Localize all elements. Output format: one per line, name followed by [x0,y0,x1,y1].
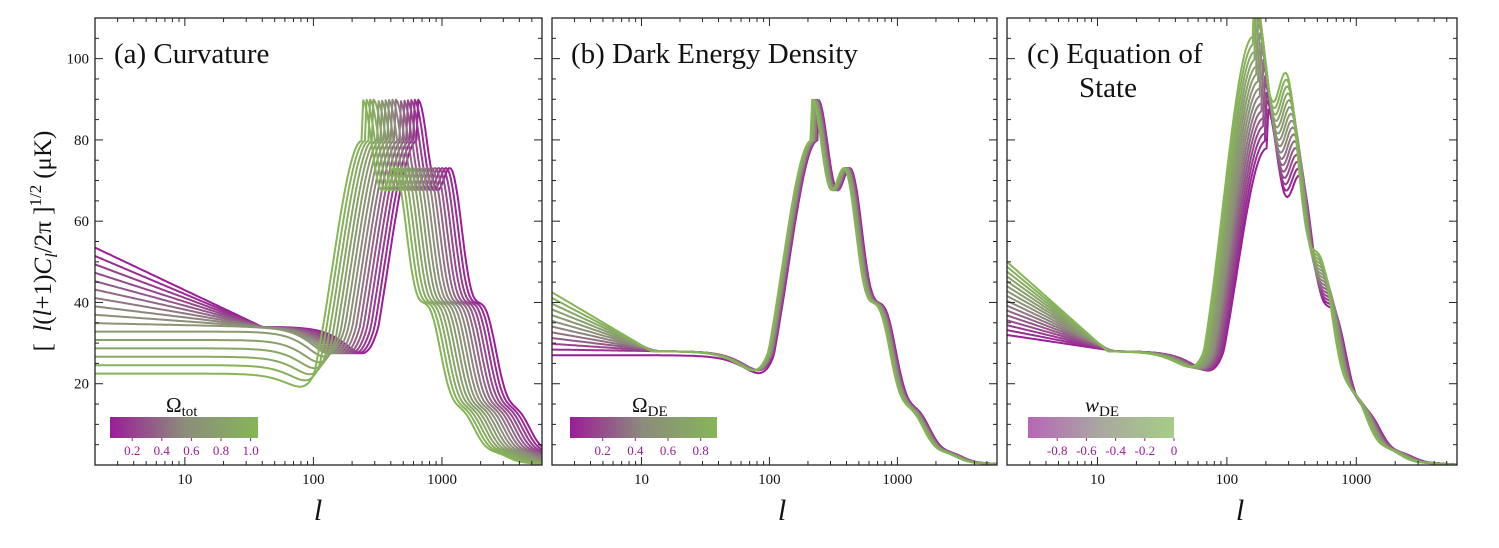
spectrum-curve [1007,18,1457,465]
colorbar-tick-label: 0.4 [627,443,644,458]
colorbar-tick-label: 0.2 [124,443,140,458]
colorbar-ticks-equation-of-state: -0.8 -0.6 -0.4 -0.2 0 [1047,438,1177,458]
x-tick-label: 1000 [427,472,457,488]
y-tick-label: 40 [74,295,89,311]
spectrum-curve [552,98,997,465]
colorbar-tick-label: 0.2 [595,443,611,458]
colorbar-tick-label: 0.8 [213,443,229,458]
colorbar-tick-label: -0.4 [1105,443,1126,458]
colorbar-label-equation-of-state: wDE [1085,393,1119,420]
colorbar-equation-of-state [1028,417,1174,438]
spectrum-curve [95,99,542,456]
curves-dark-energy-density [552,98,997,465]
y-tick-label: 20 [74,377,89,393]
spectrum-curve [95,99,542,465]
spectrum-curve [95,98,542,451]
spectrum-curve [95,98,542,465]
ticks-curvature: 20 40 60 80 100 10 100 1000 [67,18,543,488]
spectrum-curve [95,99,542,454]
panel-dark-energy-density: 10 100 1000 (b) Dark Energy Density ΩDE 0.… [551,17,998,527]
x-axis-label-equation-of-state: l [1236,494,1244,527]
x-tick-label: 100 [302,472,325,488]
colorbar-tick-label: 0.6 [660,443,677,458]
colorbar-ticks-dark-energy-density: 0.2 0.4 0.6 0.8 [595,438,709,458]
spectrum-curve [95,98,542,461]
x-axis-label-curvature: l [314,494,322,527]
x-tick-label: 100 [758,472,781,488]
colorbar-curvature [110,417,258,438]
x-tick-label: 1000 [882,472,912,488]
curves-curvature [95,98,542,465]
colorbar-tick-label: 0.8 [693,443,709,458]
y-tick-label: 100 [67,52,90,68]
spectrum-curve [552,99,997,465]
spectrum-curve [552,99,997,465]
panel-title-dark-energy-density: (b) Dark Energy Density [571,38,858,70]
spectrum-curve [552,98,997,465]
colorbar-ticks-curvature: 0.2 0.4 0.6 0.8 1.0 [124,438,259,458]
panel-title-line-1: (c) Equation of [1027,38,1203,70]
colorbar-label-curvature: Ωtot [166,393,198,420]
x-tick-label: 10 [177,472,192,488]
panel-title-curvature: (a) Curvature [114,38,269,70]
panel-equation-of-state: 10 100 1000 (c) Equation of State wDE -0.8-… [1006,17,1458,527]
spectrum-curve [95,99,542,453]
spectrum-curve [552,99,997,465]
spectrum-curve [552,98,997,465]
x-axis-label-dark-energy-density: l [778,494,786,527]
spectrum-curve [552,98,997,465]
spectrum-curve [552,99,997,465]
x-tick-label: 10 [1090,472,1105,488]
spectrum-curve [95,100,542,464]
colorbar-tick-label: 0.4 [154,443,171,458]
frame-curvature [94,17,543,466]
colorbar-tick-label: 1.0 [242,443,258,458]
colorbar-dark-energy-density [570,417,717,438]
x-tick-label: 1000 [1341,472,1371,488]
panel-title-line-2: State [1079,72,1137,104]
y-axis-label: [ l(l+1)Cl/2π ]1/2(μK) [26,131,61,352]
spectrum-curve [552,100,997,465]
curves-equation-of-state [1007,18,1457,465]
colorbar-tick-label: 0 [1171,443,1178,458]
colorbar-tick-label: -0.2 [1135,443,1156,458]
spectrum-curve [95,100,542,457]
x-tick-label: 100 [1216,472,1239,488]
spectrum-curve [95,98,542,459]
spectrum-curve [552,99,997,465]
colorbar-tick-label: -0.8 [1047,443,1068,458]
spectrum-curve [95,98,542,448]
frame-equation-of-state [1006,17,1458,466]
spectrum-curve [552,99,997,465]
colorbar-tick-label: -0.6 [1076,443,1097,458]
spectrum-curve [95,99,542,462]
frame-dark-energy-density [551,17,998,466]
x-tick-label: 10 [634,472,649,488]
y-tick-label: 80 [74,133,89,149]
spectrum-curve [552,99,997,465]
y-tick-label: 60 [74,214,89,230]
ticks-dark-energy-density: 10 100 1000 [551,18,998,488]
colorbar-tick-label: 0.6 [183,443,200,458]
panel-title-equation-of-state: (c) Equation of State [1027,38,1203,104]
colorbar-label-dark-energy-density: ΩDE [632,393,668,420]
